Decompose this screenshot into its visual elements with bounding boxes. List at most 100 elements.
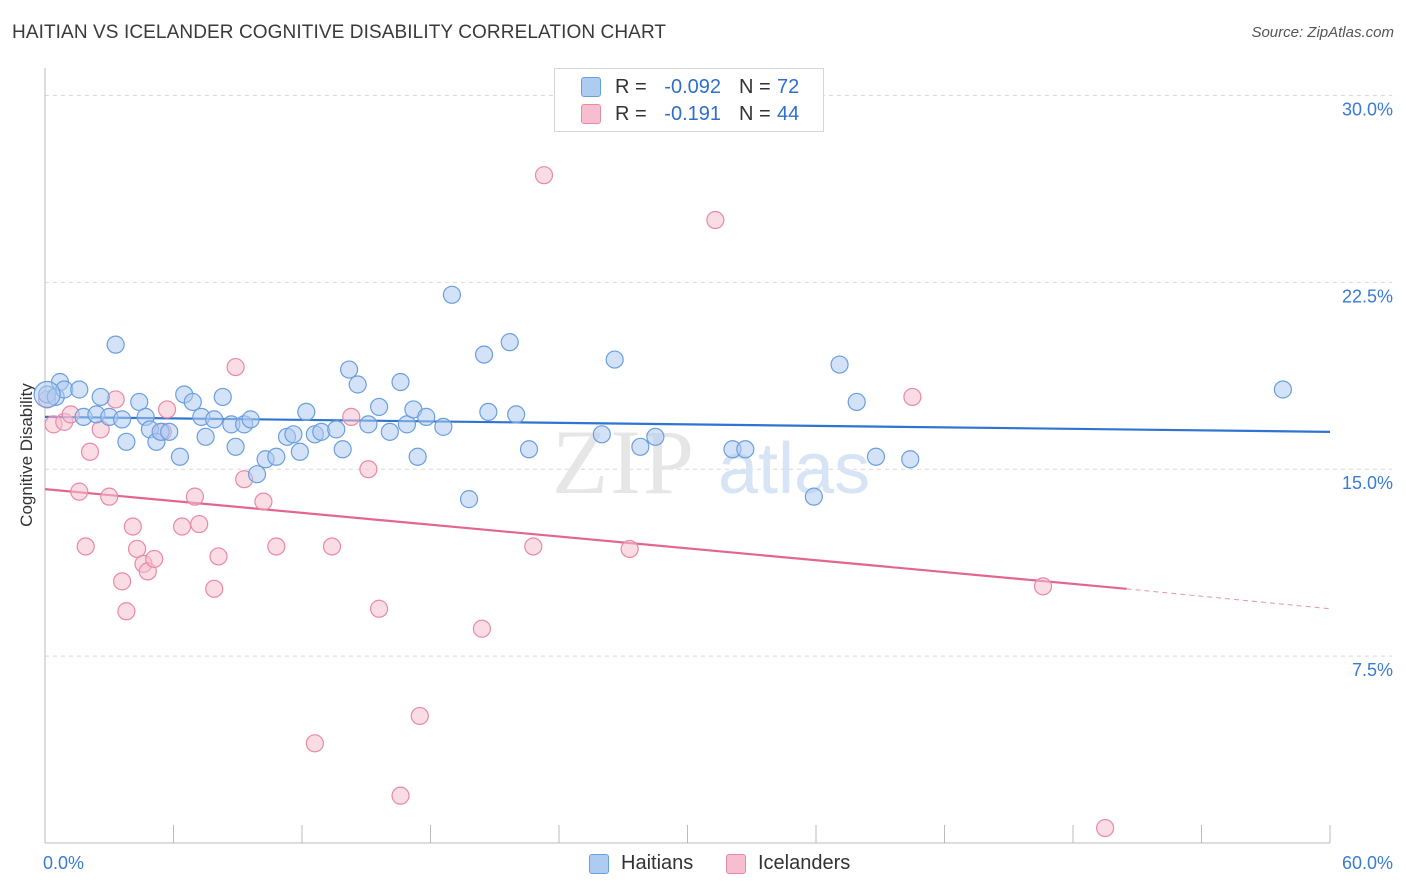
haitians-swatch <box>581 77 601 97</box>
haitians-point <box>241 410 260 429</box>
haitians-point <box>160 422 179 441</box>
haitians-point <box>442 285 462 304</box>
icelanders-legend-swatch <box>726 853 746 874</box>
haitians-point <box>901 450 920 469</box>
haitians-point <box>359 415 378 434</box>
y-tick-label: 7.5% <box>1352 660 1393 680</box>
legend-item-icelanders[interactable]: Icelanders <box>726 852 850 875</box>
haitians-point <box>112 410 132 429</box>
grid-lines <box>45 94 1392 657</box>
haitians-point <box>605 350 624 369</box>
haitians-point <box>170 447 190 466</box>
haitians-point <box>408 447 427 466</box>
watermark-atlas: atlas <box>718 429 870 509</box>
haitians-point <box>70 380 89 399</box>
icelanders-swatch <box>581 104 601 124</box>
icelanders-point <box>205 579 224 598</box>
haitians-point <box>459 490 479 509</box>
haitians-point <box>33 380 61 409</box>
series-legend: Haitians Icelanders <box>0 852 1406 878</box>
icelanders-point <box>472 619 491 638</box>
haitians-point <box>380 422 399 441</box>
haitians-point <box>736 440 755 459</box>
icelanders-point <box>185 487 205 506</box>
haitians-point <box>474 345 494 364</box>
icelanders-point <box>706 210 725 230</box>
haitians-point <box>290 442 309 461</box>
stats-legend: R = -0.092 N = 72 R = -0.191 N = 44 <box>554 68 824 132</box>
y-tick-label: 22.5% <box>1342 286 1393 306</box>
haitians-point <box>213 387 232 407</box>
legend-row-haitians: R = -0.092 N = 72 <box>581 75 799 99</box>
haitians-point <box>370 397 389 417</box>
haitians-point <box>312 422 331 441</box>
icelanders-point <box>410 706 429 726</box>
haitians-point <box>507 405 526 424</box>
icelanders-point <box>123 517 142 536</box>
n-value: 44 <box>777 102 800 125</box>
haitians-point <box>847 392 866 412</box>
haitians-point <box>500 333 519 352</box>
haitians-point <box>434 417 453 436</box>
haitians-legend-label: Haitians <box>621 852 694 874</box>
haitians-point <box>592 425 611 444</box>
icelanders-point <box>267 537 286 556</box>
haitians-point <box>327 420 346 439</box>
haitians-point <box>205 410 224 429</box>
haitians-point <box>830 355 849 374</box>
haitians-point <box>646 427 665 446</box>
haitians-point <box>391 372 410 392</box>
icelanders-point <box>254 492 273 511</box>
r-label: R = <box>615 102 647 125</box>
icelanders-point <box>145 549 164 569</box>
haitians-point <box>130 392 149 412</box>
haitians-point <box>284 425 303 444</box>
haitians-point <box>340 360 359 379</box>
haitians-point <box>333 440 352 459</box>
r-value: -0.092 <box>664 75 721 98</box>
haitians-legend-swatch <box>589 853 609 874</box>
haitians-point <box>479 402 498 422</box>
haitians-point <box>397 415 417 434</box>
chart-title: HAITIAN VS ICELANDER COGNITIVE DISABILIT… <box>12 22 667 43</box>
haitians-point <box>866 447 886 466</box>
icelanders-point <box>80 442 100 461</box>
legend-item-haitians[interactable]: Haitians <box>589 852 693 875</box>
watermark: ZIP atlas <box>552 411 870 513</box>
n-label: N = <box>739 75 771 98</box>
icelanders-point <box>534 166 554 185</box>
n-label: N = <box>739 102 771 125</box>
haitians-point <box>247 465 267 484</box>
icelanders-point <box>157 400 177 419</box>
haitians-point <box>519 440 539 459</box>
haitians-point <box>91 387 110 407</box>
haitians-point <box>804 487 823 506</box>
haitians-point <box>1273 380 1292 399</box>
icelanders-point <box>305 734 324 753</box>
icelanders-point <box>112 572 132 591</box>
axes <box>44 68 1331 844</box>
y-tick-label: 30.0% <box>1342 99 1393 119</box>
haitians-point <box>226 437 245 456</box>
icelanders-point <box>391 786 410 805</box>
legend-row-icelanders: R = -0.191 N = 44 <box>581 102 799 126</box>
icelanders-point <box>620 539 639 559</box>
r-label: R = <box>615 75 647 98</box>
tick-labels: 7.5% 15.0% 22.5% 30.0% 0.0% 60.0% <box>43 99 1393 873</box>
x-tick-label-min: 0.0% <box>43 853 84 873</box>
icelanders-legend-label: Icelanders <box>758 852 851 874</box>
haitians-point <box>348 375 367 394</box>
haitians-point <box>106 335 125 354</box>
icelanders-point <box>127 539 147 559</box>
n-value: 72 <box>777 75 800 98</box>
icelanders-point <box>322 537 342 556</box>
icelanders-trend-line <box>44 488 1127 590</box>
icelanders-point <box>524 537 543 556</box>
icelanders-point <box>209 547 228 566</box>
icelanders-point <box>172 517 192 536</box>
r-value: -0.191 <box>664 102 721 125</box>
icelanders-trend-extension <box>1126 588 1331 610</box>
icelanders-point <box>76 537 95 556</box>
x-tick-label-max: 60.0% <box>1342 853 1393 873</box>
icelanders-point <box>100 487 119 506</box>
